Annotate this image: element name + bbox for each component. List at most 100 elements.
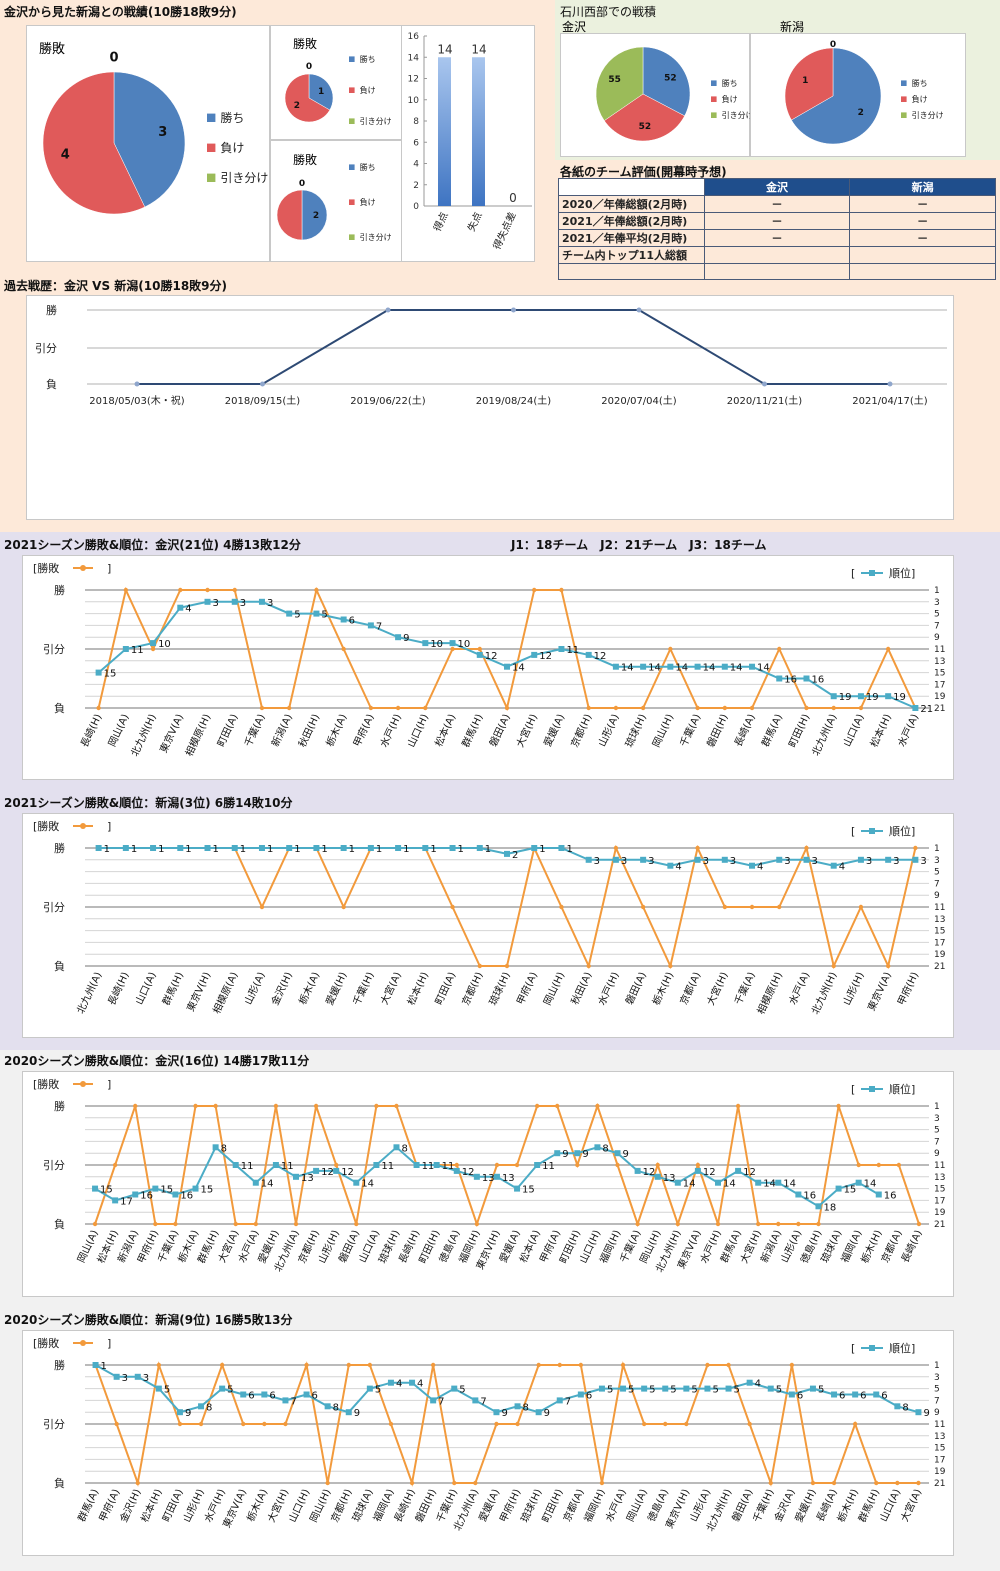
rank-data-label: 14 [783,1179,796,1190]
x-tick-label: 2021/04/17(土) [852,394,928,407]
rank-tick-label: 5 [934,868,940,878]
wdl-point [213,1103,218,1109]
rank-data-label: 5 [734,1385,740,1396]
rank-tick-label: 15 [934,1444,945,1454]
wdl-point [504,963,510,969]
rank-point [855,1179,862,1186]
rank-data-label: 7 [376,621,382,632]
wdl-point [675,1221,681,1227]
rank-data-label: 12 [643,1167,656,1178]
rank-point [830,862,837,869]
x-tick-label: 松本(H) [404,970,431,1008]
x-tick-label: 磐田(A) [486,712,512,749]
wdl-point [804,705,809,711]
x-tick-label: 松本(A) [432,712,458,749]
wdl-point [695,845,700,851]
rank-data-label: 5 [227,1385,233,1396]
wdl-point [916,1221,922,1227]
rank-data-label: 1 [566,844,572,855]
bar [472,57,485,206]
rank-point [451,1385,458,1392]
bar-data-label: 14 [471,42,486,56]
rank-data-label: 12 [703,1167,716,1178]
rank-point [345,1409,352,1416]
rank-data-label: 12 [594,651,607,662]
wdl-point [586,705,591,711]
rank-point [122,646,129,652]
rank-data-label: 7 [565,1396,571,1407]
rank-point [258,598,265,605]
eval-cell: － [849,195,996,213]
rank-tick-label: 9 [934,1408,940,1418]
rank-point [634,1167,641,1174]
pie-slice [308,73,334,111]
wdl-point [555,1103,560,1109]
rank-data-label: 4 [839,862,845,873]
rank-point [815,1203,822,1210]
pie-data-label: 1 [802,76,808,86]
x-tick-label: 岡山(A) [106,712,132,749]
league-note: J1：18チーム J2：21チーム J3：18チーム [511,538,767,552]
legend-swatch [207,143,216,152]
rank-point [857,693,864,700]
x-tick-label: 東京V(H) [184,970,214,1014]
rank-point [554,1150,561,1157]
legend-swatch [711,96,717,102]
rank-point [585,856,592,863]
wdl-point [804,845,809,851]
pie-slice [42,71,146,215]
legend-label: 負け [360,85,376,95]
rank-data-label: 4 [396,1379,402,1390]
rank-point [367,622,374,629]
chart0-title: 2021シーズン勝敗&順位：金沢(21位) 4勝13敗12分 [4,538,301,552]
rank-data-label: 8 [523,1402,529,1413]
rank-data-label: 9 [501,1408,507,1419]
x-tick-label: 2019/06/22(土) [350,394,426,407]
rank-data-label: 4 [185,604,191,615]
rank-data-label: 13 [663,1173,676,1184]
rank-data-label: 3 [621,856,627,867]
rank-point [640,663,647,670]
rank-point [95,669,102,676]
wdl-point [876,1162,881,1168]
rank-point [912,856,919,863]
x-tick-label: 愛媛(A) [541,712,567,749]
x-tick-label: 水戸(H) [378,712,404,749]
x-tick-label: 山形(A) [242,970,268,1007]
rank-point [409,1379,416,1386]
wdl-point [768,1480,773,1486]
x-tick-label: 大宮(A) [377,970,403,1007]
rank-data-label: 11 [566,645,579,656]
rank-tick-label: 17 [934,1455,945,1465]
rank-data-label: 8 [902,1402,908,1413]
x-tick-label: 琉球(H) [622,712,649,750]
wdl-point [354,1221,359,1227]
pie-data-label: 1 [318,87,324,97]
rank-point [340,845,347,851]
rank-point [885,693,892,700]
x-tick-label: 大宮(H) [704,970,731,1008]
rank-data-label: 8 [206,1402,212,1413]
wdl-point [178,587,183,593]
y-tick-label: 8 [413,117,419,127]
rank-tick-label: 21 [934,1479,945,1489]
rank-tick-label: 3 [934,856,940,866]
rank-point [803,675,810,682]
ishikawa-kanazawa-label: 金沢 [562,20,587,34]
history-point [636,307,642,313]
y-tick-label: 2 [413,181,419,191]
rank-data-label: 5 [375,1385,381,1396]
rank-data-label: 9 [923,1408,929,1419]
rank-data-label: 12 [321,1167,334,1178]
rank-point [831,1391,838,1398]
bar-data-label: 0 [509,191,517,205]
legend-wdl-marker [80,1340,86,1346]
legend-label: 引き分け [722,111,751,120]
rank-data-label: 14 [261,1179,274,1190]
rank-data-label: 16 [140,1191,153,1202]
wdl-point [515,1421,520,1427]
rank-data-label: 5 [649,1385,655,1396]
wdl-label: 勝 [54,1358,65,1372]
rank-point [493,1173,500,1180]
